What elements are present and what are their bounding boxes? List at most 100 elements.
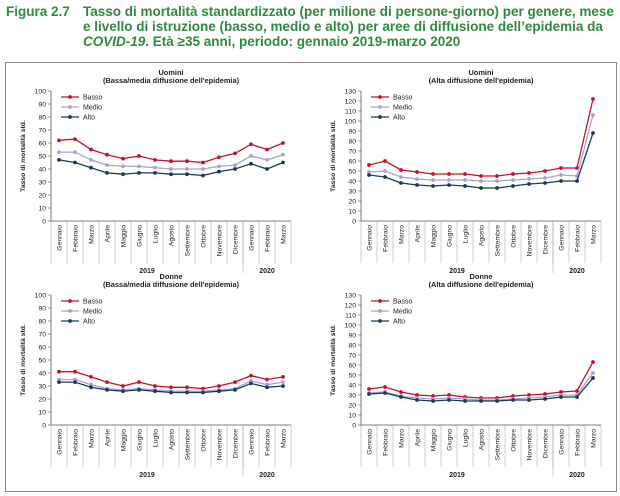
x-tick-label: Novembre <box>216 429 223 461</box>
point-basso <box>57 369 61 374</box>
point-alto <box>479 186 483 190</box>
point-basso <box>575 389 579 393</box>
point-medio <box>57 377 61 382</box>
point-alto <box>543 397 547 401</box>
y-tick-label: 60 <box>348 362 356 369</box>
point-basso <box>559 166 563 170</box>
y-tick-label: 20 <box>348 198 356 205</box>
point-alto <box>249 381 253 386</box>
point-alto <box>591 376 595 380</box>
point-alto <box>265 385 269 390</box>
point-alto <box>57 380 61 384</box>
y-tick-label: 30 <box>348 188 356 195</box>
year-label-2019: 2019 <box>139 472 155 479</box>
point-alto <box>383 175 387 179</box>
year-label-2019: 2019 <box>449 472 465 479</box>
point-alto <box>185 390 189 395</box>
chart-panel-4: Donne(Alta diffusione dell'epidemia) 0 10 2… <box>330 272 602 479</box>
point-basso <box>121 384 125 388</box>
x-tick-label: Settembre <box>184 429 191 461</box>
point-basso <box>431 394 435 398</box>
y-tick-label: 70 <box>348 352 356 359</box>
point-medio <box>73 377 77 382</box>
x-tick-label: Luglio <box>462 429 469 447</box>
x-tick-label: Febbraio <box>72 429 79 456</box>
point-alto <box>89 385 93 390</box>
point-alto <box>511 184 515 188</box>
y-tick-label: 100 <box>35 88 47 95</box>
point-basso <box>89 375 93 379</box>
x-tick-label: Febbraio <box>72 225 79 252</box>
point-medio <box>185 167 189 171</box>
point-alto <box>495 399 499 403</box>
y-tick-label: 10 <box>38 205 46 212</box>
charts-canvas: Uomini(Bassa/media diffusione dell'epide… <box>20 68 602 479</box>
x-tick-label: Novembre <box>526 225 533 257</box>
point-medio <box>121 164 125 169</box>
point-alto <box>89 165 93 170</box>
point-basso <box>447 172 451 176</box>
y-axis-label: Tasso di mortalità std. <box>330 120 337 192</box>
point-alto <box>73 160 77 165</box>
point-alto <box>105 171 109 175</box>
point-basso <box>399 390 403 394</box>
point-basso <box>383 385 387 389</box>
x-tick-label: Dicembre <box>542 429 549 458</box>
point-alto <box>137 171 141 175</box>
point-basso <box>399 168 403 172</box>
point-alto <box>233 388 237 392</box>
point-basso <box>527 171 531 175</box>
y-tick-label: 0 <box>352 218 356 225</box>
x-tick-label: Marzo <box>88 225 95 244</box>
x-tick-label: Giugno <box>446 429 453 451</box>
y-tick-label: 70 <box>38 127 46 134</box>
y-axis-label: Tasso di mortalità std. <box>20 324 27 396</box>
y-tick-label: 80 <box>38 318 46 325</box>
x-tick-label: Dicembre <box>542 225 549 254</box>
y-tick-label: 30 <box>38 179 46 186</box>
x-tick-label: Ottobre <box>200 429 207 452</box>
point-basso <box>89 147 93 152</box>
chart-subtitle: (Alta diffusione dell'epidemia) <box>429 76 534 85</box>
point-basso <box>57 138 61 143</box>
point-basso <box>527 393 531 397</box>
point-basso <box>367 163 371 167</box>
chart-title: Uomini <box>158 68 183 77</box>
point-basso <box>105 380 109 384</box>
x-tick-label: Febbraio <box>264 225 271 252</box>
point-medio <box>217 164 221 169</box>
point-alto <box>447 183 451 187</box>
point-basso <box>511 394 515 398</box>
x-tick-label: Giugno <box>446 225 453 247</box>
point-medio <box>399 175 403 179</box>
point-basso <box>559 390 563 394</box>
x-tick-label: Gennaio <box>558 429 565 455</box>
y-tick-label: 100 <box>345 322 357 329</box>
x-tick-label: Dicembre <box>232 225 239 254</box>
point-alto <box>233 167 237 171</box>
point-basso <box>217 384 221 388</box>
y-tick-label: 80 <box>348 138 356 145</box>
x-tick-label: Maggio <box>120 429 127 452</box>
y-tick-label: 110 <box>345 108 356 115</box>
x-tick-label: Aprile <box>414 429 421 447</box>
y-tick-label: 100 <box>35 292 47 299</box>
y-tick-label: 70 <box>348 148 356 155</box>
legend-marker-medio <box>68 105 72 109</box>
point-medio <box>169 167 173 171</box>
x-tick-label: Aprile <box>414 225 421 243</box>
point-alto <box>399 181 403 185</box>
y-tick-label: 0 <box>352 422 356 429</box>
x-tick-label: Marzo <box>590 225 597 244</box>
point-basso <box>249 142 253 147</box>
point-alto <box>201 390 205 395</box>
x-tick-label: Agosto <box>478 429 485 450</box>
point-medio <box>265 382 269 387</box>
y-axis-label: Tasso di mortalità std. <box>330 324 337 396</box>
point-alto <box>105 388 109 392</box>
point-medio <box>249 154 253 158</box>
y-tick-label: 40 <box>348 178 356 185</box>
x-tick-label: Gennaio <box>56 225 63 251</box>
x-tick-label: Gennaio <box>248 225 255 251</box>
legend-label-medio: Medio <box>83 308 102 315</box>
